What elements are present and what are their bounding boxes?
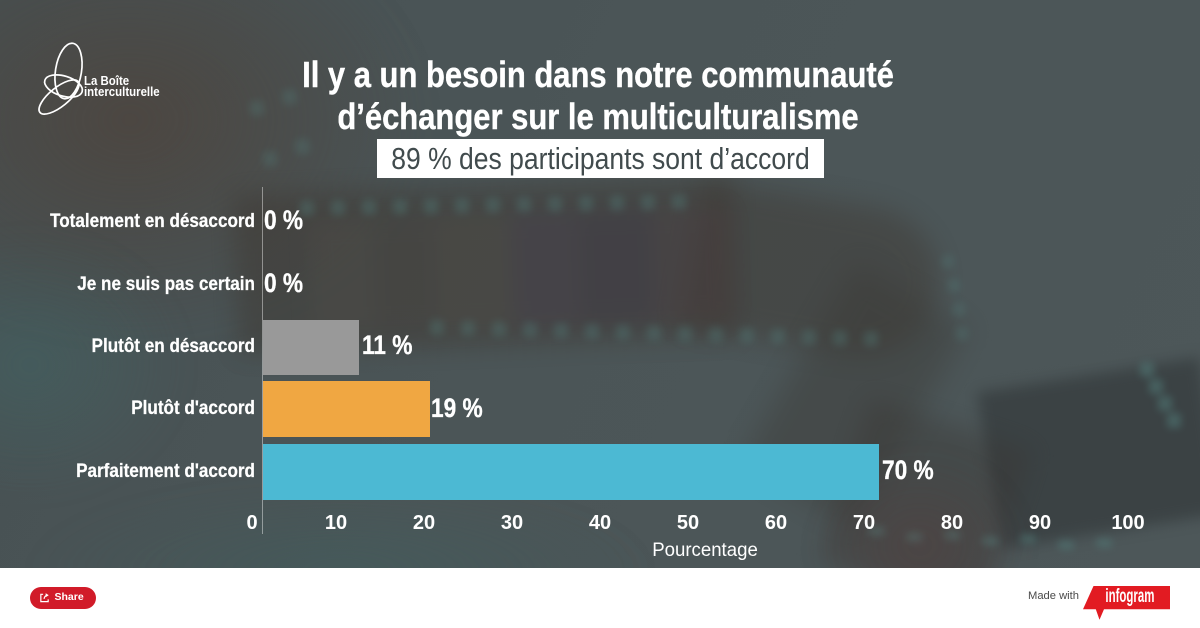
svg-text:infogram: infogram xyxy=(1105,586,1154,607)
